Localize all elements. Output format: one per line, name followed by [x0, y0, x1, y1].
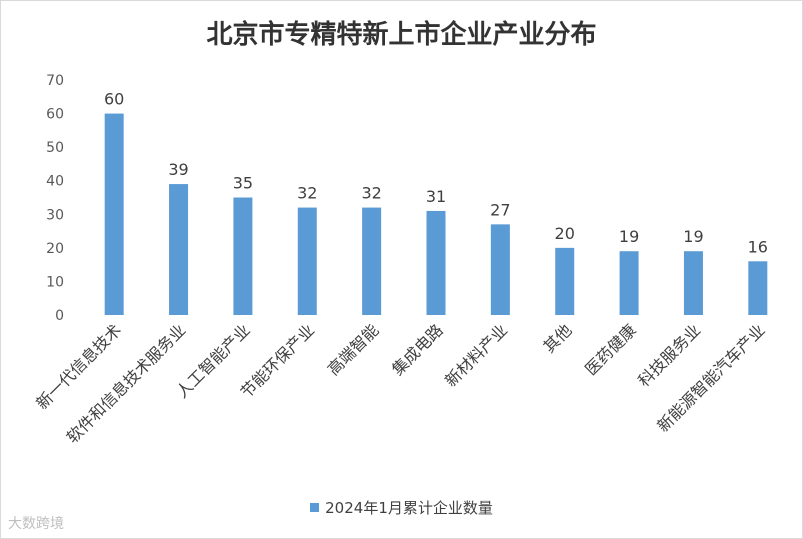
watermark-logo: 大数跨境 — [8, 516, 64, 532]
data-label: 39 — [168, 160, 188, 179]
x-category-label: 集成电路 — [388, 320, 447, 379]
data-label: 19 — [619, 227, 639, 246]
legend-swatch — [310, 503, 320, 512]
bar — [555, 247, 575, 315]
y-tick-label: 20 — [46, 241, 64, 257]
x-category-label: 医药健康 — [581, 320, 640, 379]
y-tick-label: 50 — [46, 140, 64, 156]
bar — [104, 113, 124, 315]
legend: 2024年1月累计企业数量 — [0, 497, 803, 518]
y-tick-label: 60 — [46, 107, 64, 123]
x-category-label: 软件和信息技术服务业 — [63, 320, 190, 447]
data-label: 16 — [748, 237, 768, 256]
bar — [619, 251, 639, 315]
x-category-label: 新材料产业 — [441, 320, 511, 390]
data-label: 27 — [490, 200, 510, 219]
y-tick-label: 70 — [46, 73, 64, 89]
y-tick-label: 10 — [46, 274, 64, 290]
bar — [297, 207, 317, 315]
chart-title: 北京市专精特新上市企业产业分布 — [206, 20, 597, 50]
x-category-label: 其他 — [539, 320, 575, 356]
bar — [748, 261, 768, 315]
data-label: 31 — [426, 187, 446, 206]
legend-label: 2024年1月累计企业数量 — [325, 499, 493, 517]
data-label: 32 — [361, 184, 381, 203]
x-category-label: 新能源智能汽车产业 — [653, 320, 768, 435]
data-label: 32 — [297, 184, 317, 203]
bar — [426, 210, 446, 315]
y-tick-label: 40 — [46, 174, 64, 190]
y-tick-label: 0 — [55, 308, 64, 324]
bar — [233, 197, 253, 315]
data-label: 60 — [104, 90, 124, 109]
bar — [169, 184, 189, 315]
data-label: 19 — [683, 227, 703, 246]
x-category-label: 高端智能 — [324, 320, 383, 379]
bar — [362, 207, 382, 315]
data-label: 35 — [233, 174, 253, 193]
y-tick-label: 30 — [46, 207, 64, 223]
data-label: 20 — [555, 224, 575, 243]
bar — [683, 251, 703, 315]
bar — [490, 224, 510, 315]
x-category-label: 科技服务业 — [634, 320, 704, 390]
